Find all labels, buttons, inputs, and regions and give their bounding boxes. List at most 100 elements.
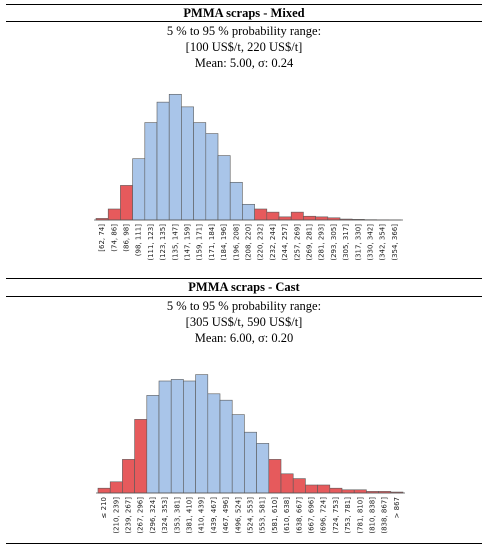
tick-label-mixed-18: (281, 293] [318, 224, 326, 261]
bar-cast-9 [207, 393, 221, 494]
bar-mixed-6 [168, 93, 182, 221]
bar-mixed-1 [107, 208, 121, 221]
tick-label-cast-9: (439, 467] [210, 497, 218, 534]
tick-label-mixed-0: [62, 74] [98, 224, 106, 252]
tick-label-mixed-13: (220, 232] [257, 224, 265, 261]
tick-label-cast-21: (781, 810] [356, 497, 364, 534]
tick-label-cast-17: (667, 696] [308, 497, 316, 534]
tick-label-mixed-24: (354, 366] [391, 224, 399, 261]
bar-cast-16 [292, 478, 306, 494]
tick-label-cast-4: (296, 324] [149, 497, 157, 534]
tick-label-cast-20: (753, 781] [344, 497, 352, 534]
tick-label-mixed-10: (184, 196] [220, 224, 228, 261]
bar-mixed-14 [266, 211, 280, 221]
panel-title-cast: PMMA scraps - Cast [188, 280, 300, 294]
bar-mixed-15 [278, 216, 292, 221]
tick-label-cast-18: (696, 724] [320, 497, 328, 534]
tick-label-mixed-15: (244, 257] [281, 224, 289, 261]
bar-cast-15 [280, 473, 294, 494]
tick-label-mixed-1: (74, 86] [110, 224, 118, 252]
tick-label-mixed-16: (257, 269] [293, 224, 301, 261]
tick-label-cast-24: > 867 [393, 497, 401, 518]
bar-cast-18 [317, 484, 331, 494]
bar-cast-1 [109, 481, 123, 494]
tick-label-cast-2: (239, 267] [125, 497, 133, 534]
bar-cast-13 [256, 443, 270, 494]
tick-label-mixed-12: (208, 220] [245, 224, 253, 261]
bar-mixed-13 [254, 208, 268, 221]
range-values-cast: [305 US$/t, 590 US$/t] [185, 315, 303, 329]
range-values-mixed: [100 US$/t, 220 US$/t] [185, 40, 303, 54]
tick-label-cast-19: (724, 753] [332, 497, 340, 534]
bar-mixed-17 [303, 215, 316, 221]
tick-label-mixed-23: (342, 354] [379, 224, 387, 261]
bar-cast-8 [195, 374, 209, 494]
tick-label-mixed-3: (98, 111] [135, 224, 143, 256]
bar-mixed-16 [290, 211, 304, 221]
tick-label-cast-22: (810, 838] [369, 497, 377, 534]
bar-cast-2 [122, 459, 135, 494]
bar-cast-6 [170, 379, 184, 494]
bar-cast-4 [146, 395, 160, 494]
bar-cast-17 [305, 484, 318, 494]
tick-label-cast-13: (553, 581] [259, 497, 267, 534]
tick-label-mixed-8: (159, 171] [196, 224, 204, 261]
tick-label-cast-23: (838, 867] [381, 497, 389, 534]
bar-cast-20 [341, 489, 355, 494]
bar-cast-5 [158, 380, 172, 494]
tick-label-cast-16: (638, 667] [295, 497, 303, 534]
bar-cast-11 [231, 414, 245, 494]
tick-label-mixed-17: (269, 281] [306, 224, 314, 261]
bar-mixed-2 [120, 185, 133, 221]
tick-label-mixed-20: (305, 317] [342, 224, 350, 261]
title-rule-mixed [6, 21, 482, 22]
tick-label-cast-5: (324, 353] [161, 497, 169, 534]
bar-mixed-8 [193, 122, 207, 221]
bar-mixed-11 [229, 181, 243, 221]
bar-mixed-18 [315, 216, 329, 221]
bar-mixed-4 [144, 122, 158, 221]
bar-cast-14 [268, 459, 282, 494]
stats-mixed: Mean: 5.00, σ: 0.24 [194, 56, 294, 70]
tick-label-cast-7: (381, 410] [186, 497, 194, 534]
histogram-mixed: [62, 74] (74, 86] (86, 98] (98, 111] (111, 1… [94, 93, 403, 261]
tick-label-cast-12: (524, 553] [247, 497, 255, 534]
tick-label-mixed-9: (171, 184] [208, 224, 216, 261]
bar-mixed-7 [181, 106, 194, 221]
bar-cast-21 [353, 489, 367, 494]
tick-label-cast-10: (467, 496] [222, 497, 230, 534]
tick-label-cast-15: (610, 638] [283, 497, 291, 534]
top-rule [6, 4, 482, 5]
bar-cast-0 [97, 487, 111, 494]
tick-label-mixed-5: (123, 135] [159, 224, 167, 261]
figure-frame: PMMA scraps - Mixed 5 % to 95 % probabil… [6, 4, 482, 544]
tick-label-cast-1: (210, 239] [112, 497, 120, 534]
bar-cast-7 [183, 380, 196, 494]
bar-mixed-3 [132, 158, 146, 221]
tick-label-mixed-7: (147, 159] [184, 224, 192, 261]
bar-cast-12 [244, 431, 257, 494]
tick-label-mixed-2: (86, 98] [123, 224, 131, 252]
histogram-cast: ≤ 210 (210, 239] (239, 267] (267, 296] (296,… [96, 374, 405, 534]
tick-label-cast-11: (496, 524] [234, 497, 242, 534]
bar-cast-19 [329, 487, 343, 494]
tick-label-cast-0: ≤ 210 [100, 497, 108, 518]
tick-label-mixed-19: (293, 305] [330, 224, 338, 261]
title-rule-cast [6, 296, 482, 297]
bar-cast-10 [219, 399, 233, 494]
bar-cast-3 [134, 419, 148, 494]
bar-mixed-12 [242, 203, 255, 221]
range-caption-cast: 5 % to 95 % probability range: [166, 299, 322, 313]
bar-mixed-5 [156, 101, 170, 221]
tick-label-mixed-22: (330, 342] [367, 224, 375, 261]
bar-mixed-10 [217, 155, 231, 221]
panel-title-mixed: PMMA scraps - Mixed [183, 6, 305, 20]
tick-label-mixed-4: (111, 123] [147, 224, 155, 261]
range-caption-mixed: 5 % to 95 % probability range: [166, 24, 322, 38]
tick-label-mixed-14: (232, 244] [269, 224, 277, 261]
tick-label-cast-6: (353, 381] [173, 497, 181, 534]
tick-label-mixed-6: (135, 147] [171, 224, 179, 261]
stats-cast: Mean: 6.00, σ: 0.20 [194, 331, 294, 345]
tick-label-cast-14: (581, 610] [271, 497, 279, 534]
tick-label-mixed-21: (317, 330] [354, 224, 362, 261]
